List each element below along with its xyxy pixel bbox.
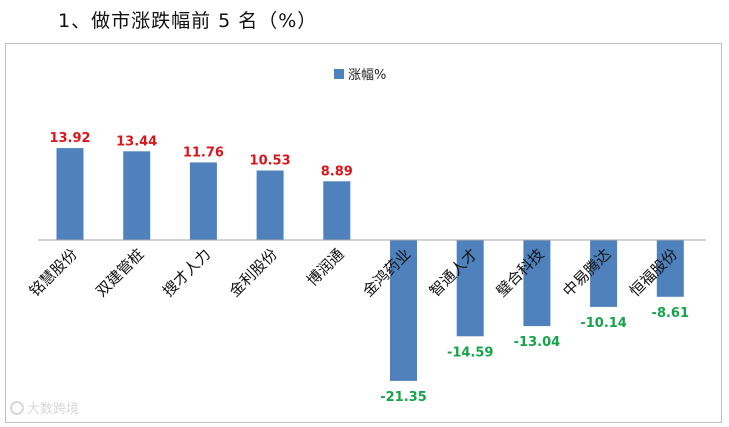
- bar-8: [523, 240, 551, 327]
- category-labels: 铭慧股份 双建管桩 搜才人力 金利股份 博润通 金鸿药业 智通人才 璧合科技 中易腾达 恒福股份: [26, 245, 681, 300]
- value-label-5: 8.89: [321, 164, 353, 179]
- bar-2: [123, 151, 151, 240]
- bar-5: [323, 181, 351, 240]
- bar-series: [56, 148, 684, 381]
- value-label-3: 11.76: [183, 145, 224, 160]
- value-labels: 13.92 13.44 11.76 10.53 8.89 -21.35 -14.59 -13.…: [49, 131, 689, 405]
- value-label-4: 10.53: [250, 154, 291, 169]
- watermark-logo-icon: [10, 401, 24, 415]
- value-label-1: 13.92: [49, 131, 90, 146]
- bar-9: [590, 240, 618, 307]
- watermark: 大数跨境: [10, 398, 79, 417]
- bar-10: [656, 240, 684, 297]
- value-label-10: -8.61: [652, 306, 689, 321]
- watermark-text: 大数跨境: [27, 402, 80, 417]
- legend: 涨幅%: [334, 68, 386, 83]
- category-label-5: 博润通: [303, 245, 348, 290]
- category-label-3: 搜才人力: [159, 245, 214, 300]
- category-label-4: 金利股份: [226, 245, 281, 300]
- value-label-8: -13.04: [514, 335, 561, 350]
- category-label-1: 铭慧股份: [26, 245, 81, 300]
- value-label-9: -10.14: [580, 316, 627, 331]
- category-label-2: 双建管桩: [92, 245, 147, 300]
- legend-label: 涨幅%: [348, 68, 386, 83]
- value-label-6: -21.35: [380, 390, 427, 405]
- value-label-2: 13.44: [116, 134, 157, 149]
- bar-6: [390, 240, 417, 381]
- page-heading: 1、做市涨跌幅前 5 名（%）: [58, 10, 318, 32]
- value-label-7: -14.59: [447, 345, 494, 360]
- bar-7: [456, 240, 484, 337]
- legend-swatch: [334, 69, 344, 79]
- bar-4: [256, 170, 284, 240]
- bar-3: [189, 162, 217, 240]
- bar-1: [56, 148, 84, 240]
